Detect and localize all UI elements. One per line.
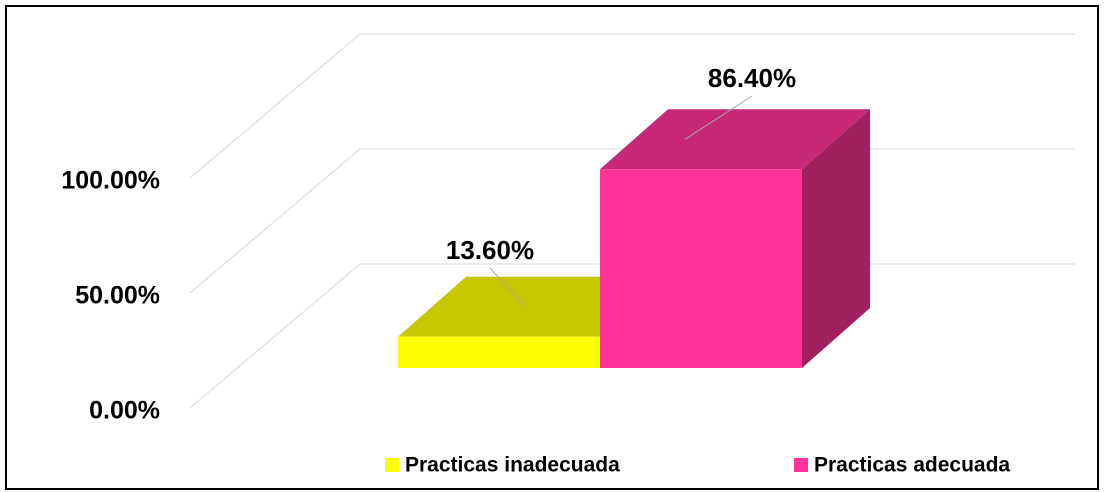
bar-top — [600, 109, 870, 170]
legend-swatch — [385, 458, 399, 472]
bar-side — [802, 109, 870, 368]
leader-line — [684, 95, 753, 140]
legend-swatch — [794, 458, 808, 472]
y-tick-label: 0.00% — [89, 397, 160, 425]
leader-line — [489, 267, 526, 308]
y-tick-label: 50.00% — [75, 282, 160, 310]
data-label: 13.60% — [446, 235, 534, 265]
chart-frame — [5, 5, 1099, 490]
data-label: 86.40% — [708, 63, 796, 93]
bar — [600, 169, 802, 368]
grid-line — [189, 33, 1075, 179]
legend-label: Practicas adecuada — [814, 454, 1010, 477]
y-tick-label: 100.00% — [61, 167, 160, 195]
bar — [398, 336, 600, 368]
legend-label: Practicas inadecuada — [405, 454, 620, 477]
